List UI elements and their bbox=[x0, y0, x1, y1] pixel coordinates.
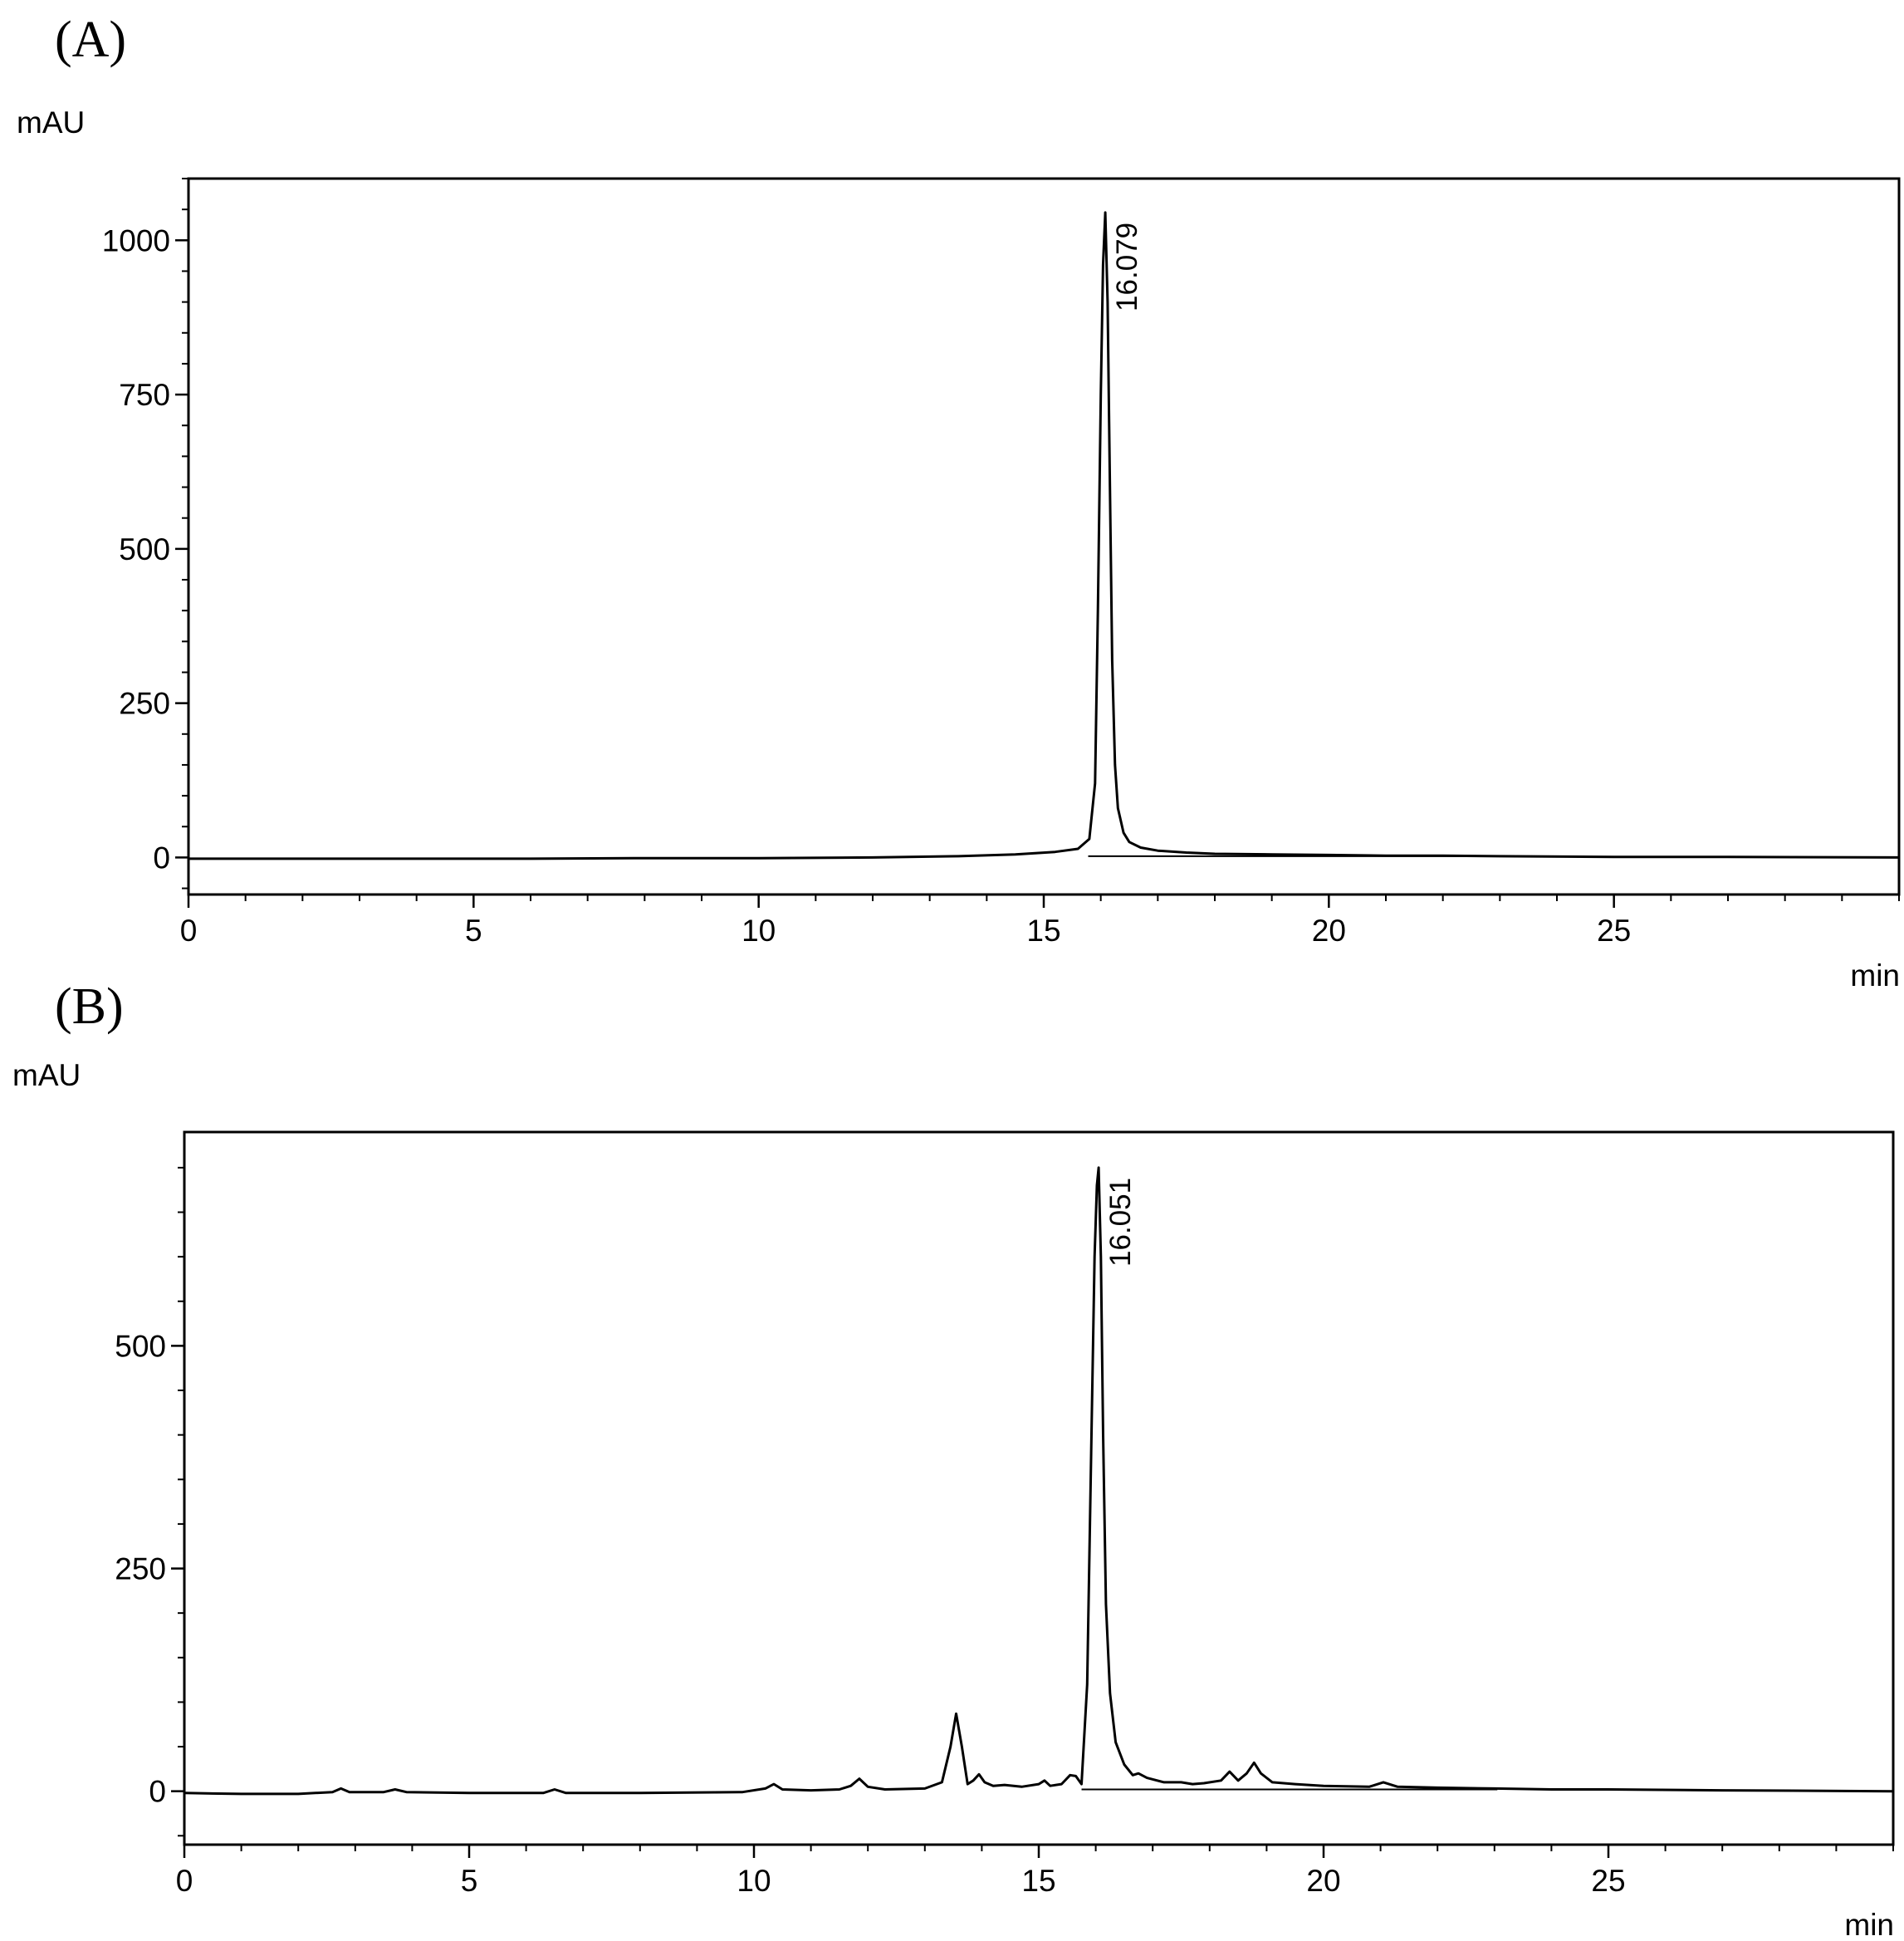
chromatogram-trace bbox=[184, 1166, 1894, 1796]
x-tick-label: 25 bbox=[1591, 1864, 1625, 1898]
y-tick-label: 1000 bbox=[102, 223, 170, 257]
x-tick-label: 5 bbox=[465, 914, 482, 948]
x-tick-label: 10 bbox=[737, 1864, 771, 1898]
panel-label: (B) bbox=[55, 978, 124, 1035]
y-axis-ticks: 0 250 500 750 1000 bbox=[102, 178, 188, 890]
y-tick-label: 500 bbox=[115, 1329, 166, 1363]
x-tick-label: 5 bbox=[461, 1864, 478, 1898]
chromatogram-panel-b: (B) mAU min 0 5 10 15 20 25 0 250 500 16.051 bbox=[12, 978, 1895, 1941]
peak-retention-label: 16.079 bbox=[1111, 223, 1143, 311]
y-tick-label: 0 bbox=[153, 841, 170, 875]
plot-frame bbox=[187, 177, 1901, 896]
y-tick-label: 500 bbox=[119, 532, 170, 566]
y-axis-unit-label: mAU bbox=[12, 1058, 81, 1092]
x-tick-label: 0 bbox=[180, 914, 198, 948]
chromatogram-trace bbox=[188, 211, 1900, 860]
x-tick-label: 15 bbox=[1026, 914, 1060, 948]
x-axis-ticks: 0 5 10 15 20 25 bbox=[180, 895, 1900, 948]
y-axis-ticks: 0 250 500 bbox=[115, 1166, 184, 1837]
x-axis-unit-label: min bbox=[1850, 958, 1900, 993]
plot-area: 16.079 bbox=[188, 211, 1900, 860]
plot-frame bbox=[183, 1130, 1895, 1846]
x-tick-label: 25 bbox=[1597, 914, 1631, 948]
plot-area: 16.051 bbox=[184, 1166, 1894, 1796]
y-tick-label: 250 bbox=[119, 687, 170, 721]
x-tick-label: 10 bbox=[742, 914, 776, 948]
y-tick-label: 0 bbox=[149, 1775, 166, 1809]
x-tick-label: 20 bbox=[1306, 1864, 1340, 1898]
panel-label: (A) bbox=[55, 12, 126, 68]
y-axis-unit-label: mAU bbox=[17, 105, 85, 140]
x-tick-label: 20 bbox=[1312, 914, 1346, 948]
x-tick-label: 0 bbox=[176, 1864, 193, 1898]
y-tick-label: 250 bbox=[115, 1552, 166, 1586]
peak-retention-label: 16.051 bbox=[1104, 1178, 1137, 1267]
x-axis-unit-label: min bbox=[1844, 1908, 1894, 1941]
y-tick-label: 750 bbox=[119, 378, 170, 412]
x-axis-ticks: 0 5 10 15 20 25 bbox=[176, 1845, 1894, 1898]
chromatogram-panel-a: (A) mAU min 0 5 10 15 20 25 0 250 500 750 1000 16… bbox=[17, 12, 1901, 993]
x-tick-label: 15 bbox=[1021, 1864, 1055, 1898]
